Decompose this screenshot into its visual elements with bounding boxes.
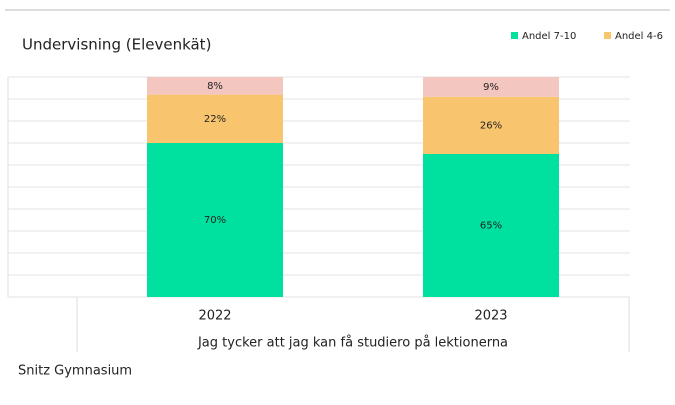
footer: Snitz Gymnasium (18, 364, 132, 379)
bar-segment (147, 77, 283, 95)
data-label: 9% (483, 82, 499, 93)
legend-label: Andel 4-6 (615, 31, 663, 42)
data-label: 65% (480, 221, 502, 232)
legend-swatch (604, 32, 611, 39)
x-tick-label: 2022 (198, 309, 231, 324)
bar-segment (147, 143, 283, 297)
legend-label: Andel 7-10 (522, 31, 576, 42)
bar-segment (423, 77, 559, 97)
bar-segment (147, 94, 283, 143)
bar-segment (423, 96, 559, 154)
legend-swatch (511, 32, 518, 39)
x-axis-title: Jag tycker att jag kan få studiero på le… (197, 336, 508, 351)
chart-title: Undervisning (Elevenkät) (22, 36, 211, 54)
data-label: 26% (480, 120, 502, 131)
x-tick-label: 2023 (474, 309, 507, 324)
data-label: 70% (204, 215, 226, 226)
bar-segment (423, 154, 559, 297)
data-label: 22% (204, 114, 226, 125)
data-label: 8% (207, 81, 223, 92)
